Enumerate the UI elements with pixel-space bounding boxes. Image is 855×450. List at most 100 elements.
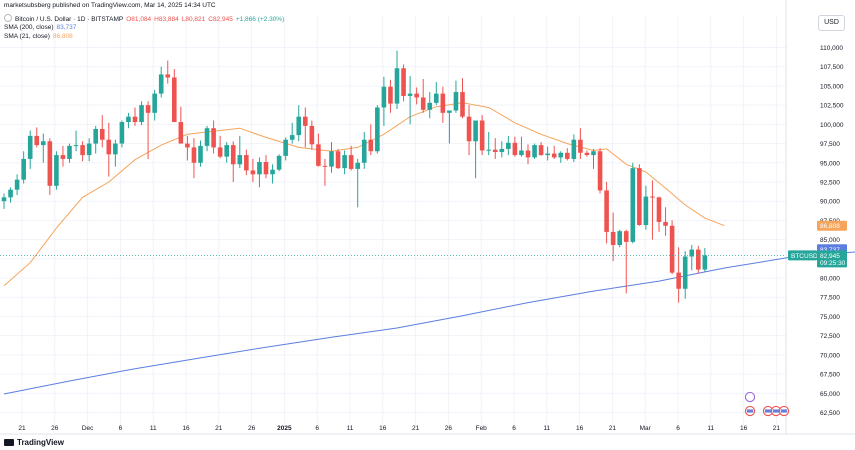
x-tick-label: Dec (82, 425, 94, 432)
x-tick-label: 21 (412, 425, 420, 432)
candle-body (178, 122, 184, 144)
candle-body (565, 152, 570, 159)
candle-body (158, 74, 164, 94)
ohlc-close: C82,945 (208, 16, 233, 23)
ohlc-low: L80,821 (181, 16, 206, 23)
time-axis: 21 26 Dec 6 11 16 21 26 2025 6 11 16 21 26 Feb 6 11 16 21 M… (18, 425, 780, 432)
candle-body (126, 116, 131, 123)
tradingview-logo[interactable]: TradingView (4, 438, 64, 447)
candle-body (14, 179, 20, 190)
x-tick-label: 26 (51, 425, 59, 432)
x-tick-label: 6 (676, 425, 680, 432)
candle-body (604, 190, 609, 232)
sma200-line-group (3, 251, 855, 395)
x-tick-label: 11 (347, 425, 354, 432)
sma21-line-group (3, 102, 725, 287)
flag-stripe (746, 409, 754, 413)
candle-body (525, 150, 531, 158)
candle-body (650, 196, 655, 198)
candle-body (453, 92, 459, 111)
y-tick-label: 95,000 (820, 160, 840, 167)
candle-body (381, 86, 387, 108)
y-tick-label: 102,500 (820, 103, 844, 110)
candle-body (689, 249, 695, 257)
x-tick-label: 21 (609, 425, 617, 432)
candle-body (217, 147, 223, 157)
x-tick-label: 16 (182, 425, 190, 432)
sma200-legend[interactable]: SMA (200, close) 83,737 (4, 24, 79, 31)
candle-body (656, 197, 662, 222)
candle-body (492, 149, 498, 153)
candle-body (165, 74, 171, 78)
candle-body (303, 116, 308, 126)
sma21-value: 86,808 (52, 33, 73, 40)
y-tick-label: 97,500 (820, 141, 840, 148)
candle-body (610, 231, 616, 245)
candle-body (420, 97, 426, 110)
candle-body (558, 152, 564, 158)
candle-body (185, 143, 190, 148)
candle-body (512, 142, 518, 156)
candle-body (8, 189, 13, 198)
candle-body (80, 145, 85, 156)
candle-body (375, 107, 380, 152)
candle-body (257, 162, 262, 175)
symbol-title: Bitcoin / U.S. Dollar · 1D · BITSTAMP (15, 16, 124, 23)
candle-body (204, 128, 210, 146)
candle-body (388, 86, 393, 104)
countdown-tag-label: 09:25:30 (820, 260, 846, 267)
y-tick-label: 77,500 (820, 295, 840, 302)
sma21-legend[interactable]: SMA (21, close) 86,808 (4, 33, 76, 40)
x-tick-label: 11 (150, 425, 157, 432)
candle-body (172, 77, 177, 123)
flag-stripe (764, 409, 772, 413)
y-tick-label: 85,000 (820, 237, 840, 244)
currency-button[interactable]: USD (818, 15, 845, 31)
candle-body (591, 151, 596, 156)
x-tick-label: 6 (119, 425, 123, 432)
candle-body (401, 68, 406, 96)
candle-body (466, 116, 472, 142)
x-tick-label: 16 (379, 425, 387, 432)
candle-body (106, 139, 112, 155)
candle-body (630, 168, 636, 242)
candle-body (663, 221, 668, 226)
candle-body (460, 92, 465, 117)
candle-body (41, 141, 46, 146)
candle-body (60, 155, 66, 159)
x-tick-label: 21 (18, 425, 26, 432)
candle-body (597, 151, 603, 191)
logo-text: TradingView (17, 438, 64, 447)
candle-body (250, 170, 256, 175)
y-tick-label: 90,000 (820, 199, 840, 206)
candle-body (584, 152, 590, 156)
candle-body (342, 155, 347, 169)
candle-body (682, 256, 688, 289)
candle-body (479, 120, 485, 151)
candle-body (486, 149, 491, 151)
sma21-price-tag (817, 220, 847, 231)
y-tick-label: 100,000 (820, 122, 844, 129)
last-price-tag-label: 82,945 (820, 253, 840, 260)
candle-body (329, 151, 334, 167)
ohlc-change: +1,866 (+2.30%) (235, 16, 285, 23)
y-tick-label: 62,500 (820, 410, 840, 417)
candle-body (73, 145, 79, 147)
candle-body (355, 162, 360, 169)
candle-body (47, 141, 53, 186)
candle-body (263, 162, 269, 175)
candle-body (499, 148, 505, 153)
candle-body (348, 155, 354, 169)
y-tick-label: 80,000 (820, 276, 840, 283)
sma200-tag-label: 83,737 (820, 247, 840, 254)
y-tick-label: 110,000 (820, 45, 843, 52)
candle-body (309, 125, 315, 145)
y-tick-label: 65,000 (820, 391, 840, 398)
candle-body (289, 135, 295, 140)
y-tick-label: 92,500 (820, 179, 840, 186)
candle-body (447, 110, 452, 113)
event-marker-icon (744, 391, 756, 403)
ohlc-high: H83,884 (154, 16, 179, 23)
x-tick-label: 6 (512, 425, 516, 432)
